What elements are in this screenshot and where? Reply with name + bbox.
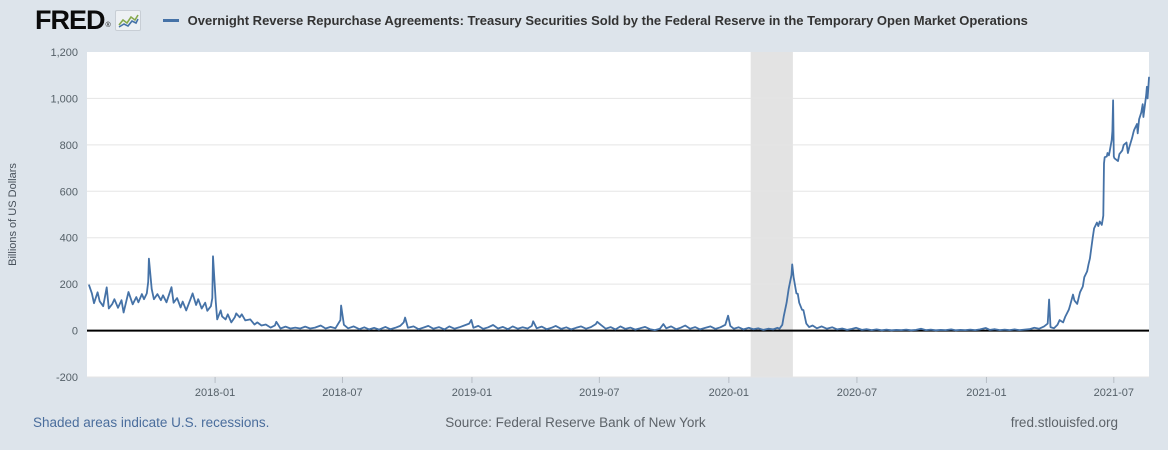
y-tick-label: 800 xyxy=(60,140,78,152)
recession-band xyxy=(750,52,793,377)
y-tick-label: 600 xyxy=(60,186,78,198)
y-tick-label: 1,000 xyxy=(50,93,78,105)
y-tick-label: -200 xyxy=(56,372,78,384)
fred-logo-text: FRED xyxy=(35,5,105,35)
x-tick-label: 2018-01 xyxy=(195,387,235,399)
x-tick-label: 2021-01 xyxy=(966,387,1006,399)
fred-logo[interactable]: FRED ® xyxy=(35,5,141,35)
x-tick-label: 2021-07 xyxy=(1094,387,1134,399)
fred-site-link[interactable]: fred.stlouisfed.org xyxy=(1010,415,1118,430)
source-text: Source: Federal Reserve Bank of New York xyxy=(445,415,706,430)
y-tick-label: 1,200 xyxy=(50,47,78,59)
y-tick-label: 400 xyxy=(60,233,78,245)
x-tick-label: 2018-07 xyxy=(322,387,362,399)
x-tick-label: 2019-01 xyxy=(452,387,492,399)
x-tick-label: 2020-07 xyxy=(837,387,877,399)
graph-title: Overnight Reverse Repurchase Agreements:… xyxy=(187,12,1028,28)
y-axis-title: Billions of US Dollars xyxy=(7,163,19,266)
data-line xyxy=(88,76,1150,332)
chart-footer: Shaded areas indicate U.S. recessions. S… xyxy=(33,415,1118,435)
series-legend-marker xyxy=(162,18,179,22)
chart-canvas: -200 0 200 400 600 800 1,000 1,200 2018-01 2018-0… xyxy=(7,47,1150,399)
sparkline-icon xyxy=(114,10,141,31)
x-tick-label: 2019-07 xyxy=(579,387,619,399)
recession-note-link[interactable]: Shaded areas indicate U.S. recessions. xyxy=(33,415,270,430)
chart-header: FRED ® Overnight Reverse Repurchase Agre… xyxy=(35,5,1028,35)
plot-background xyxy=(87,52,1149,377)
registered-mark: ® xyxy=(105,22,111,29)
y-tick-label: 0 xyxy=(72,326,78,338)
y-tick-label: 200 xyxy=(60,279,78,291)
x-tick-label: 2020-01 xyxy=(709,387,749,399)
